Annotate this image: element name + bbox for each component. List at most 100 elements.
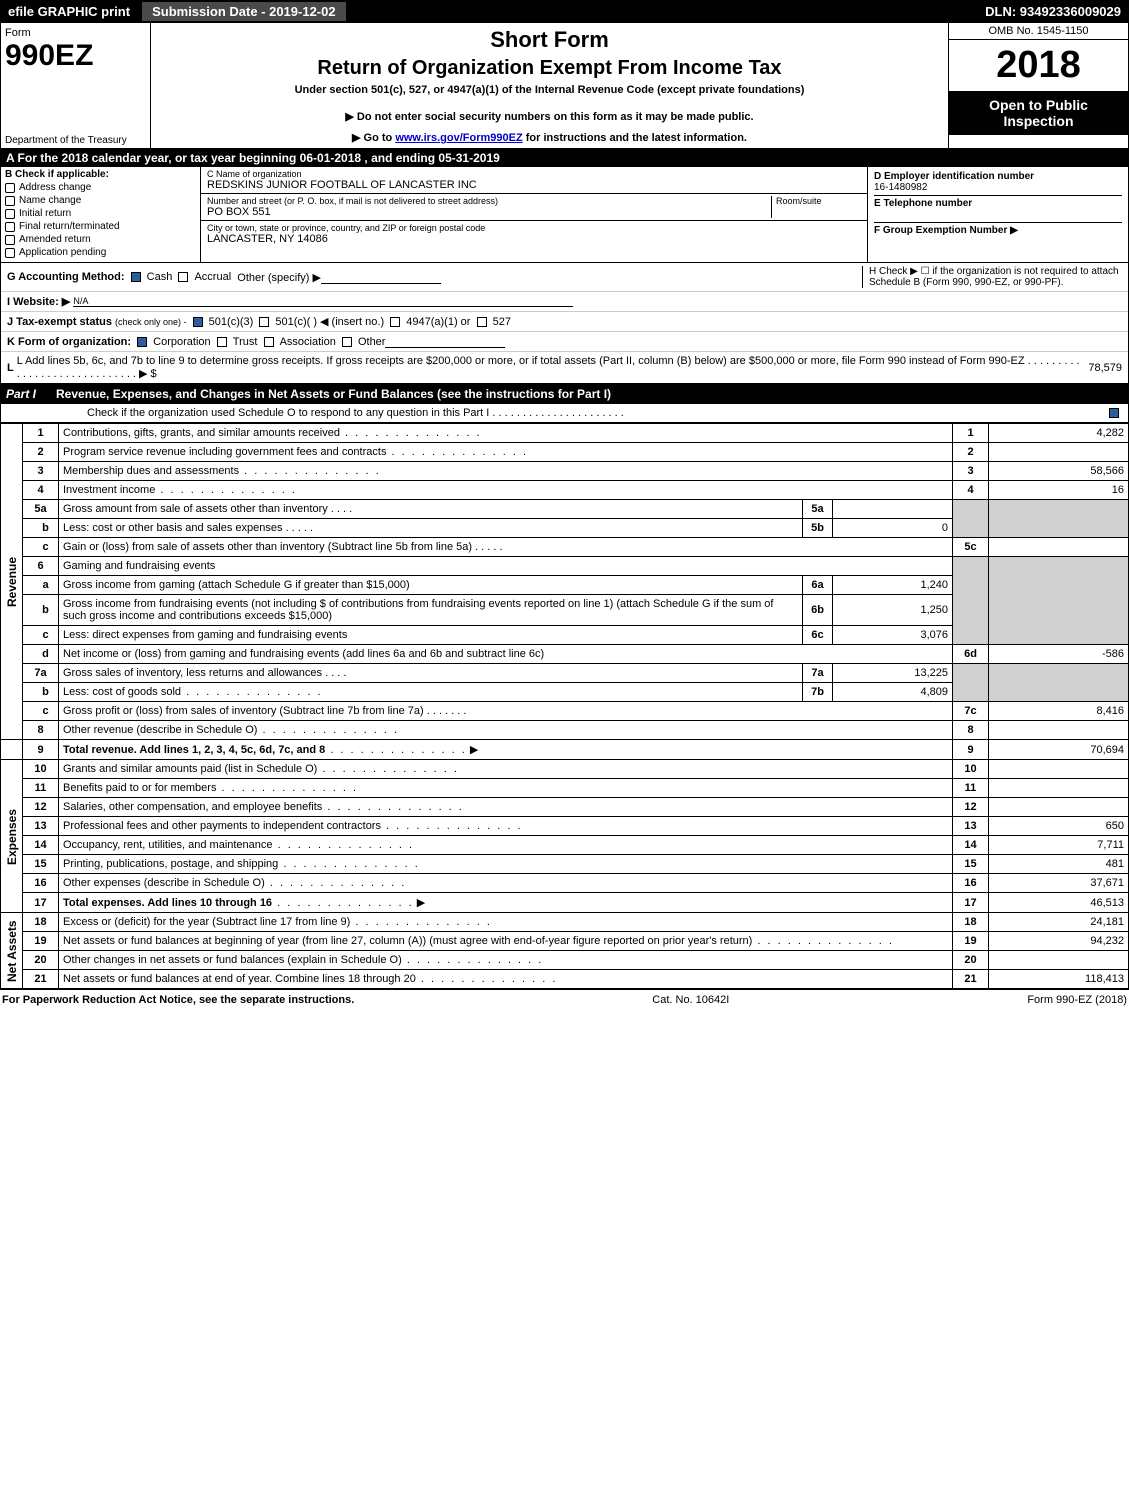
chk-accrual[interactable] [178,272,188,282]
line-6b-value: 1,250 [833,595,953,626]
chk-other-org[interactable] [342,337,352,347]
c-city-label: City or town, state or province, country… [207,223,861,233]
line-6d: d Net income or (loss) from gaming and f… [1,645,1129,664]
line-14-value: 7,711 [989,836,1129,855]
goto-note: ▶ Go to www.irs.gov/Form990EZ for instru… [159,131,940,144]
chk-association[interactable] [264,337,274,347]
line-7c-value: 8,416 [989,702,1129,721]
line-3-value: 58,566 [989,462,1129,481]
line-14: 14 Occupancy, rent, utilities, and maint… [1,836,1129,855]
checkbox-icon [5,235,15,245]
chk-initial-return[interactable]: Initial return [5,208,196,219]
chk-final-return[interactable]: Final return/terminated [5,221,196,232]
line-13: 13 Professional fees and other payments … [1,817,1129,836]
chk-schedule-o[interactable] [1109,408,1119,418]
chk-trust[interactable] [217,337,227,347]
line-11: 11 Benefits paid to or for members 11 [1,779,1129,798]
line-13-value: 650 [989,817,1129,836]
checkbox-icon [5,248,15,258]
chk-527[interactable] [477,317,487,327]
line-3: 3 Membership dues and assessments 3 58,5… [1,462,1129,481]
goto-prefix: ▶ Go to [352,132,395,144]
line-5b-value: 0 [833,519,953,538]
line-5c-value [989,538,1129,557]
i-label: I Website: ▶ [7,295,70,308]
line-17: 17 Total expenses. Add lines 10 through … [1,893,1129,913]
info-block: B Check if applicable: Address change Na… [0,167,1129,263]
line-9-value: 70,694 [989,740,1129,760]
chk-501c3[interactable] [193,317,203,327]
tel-value [874,209,1122,220]
line-18-value: 24,181 [989,913,1129,932]
line-5c: c Gain or (loss) from sale of assets oth… [1,538,1129,557]
netassets-side-label: Net Assets [1,913,23,989]
revenue-side-label: Revenue [1,424,23,740]
line-8: 8 Other revenue (describe in Schedule O)… [1,721,1129,740]
footer-right: Form 990-EZ (2018) [1027,994,1127,1006]
line-19-value: 94,232 [989,932,1129,951]
line-20-value [989,951,1129,970]
subtitle: Under section 501(c), 527, or 4947(a)(1)… [159,84,940,96]
line-15: 15 Printing, publications, postage, and … [1,855,1129,874]
line-11-value [989,779,1129,798]
checkbox-icon [5,222,15,232]
chk-name-change[interactable]: Name change [5,195,196,206]
line-20: 20 Other changes in net assets or fund b… [1,951,1129,970]
tax-year-row: A For the 2018 calendar year, or tax yea… [0,149,1129,167]
checkbox-icon [5,183,15,193]
l-text: L Add lines 5b, 6c, and 7b to line 9 to … [17,355,1085,380]
line-15-value: 481 [989,855,1129,874]
c-street-label: Number and street (or P. O. box, if mail… [207,196,771,206]
form-word: Form [5,27,146,39]
omb-number: OMB No. 1545-1150 [949,23,1128,40]
footer-left: For Paperwork Reduction Act Notice, see … [2,994,354,1006]
e-tel-label: E Telephone number [874,198,1122,209]
chk-amended-return[interactable]: Amended return [5,234,196,245]
org-name: REDSKINS JUNIOR FOOTBALL OF LANCASTER IN… [207,179,861,191]
line-12-value [989,798,1129,817]
chk-4947[interactable] [390,317,400,327]
chk-cash[interactable] [131,272,141,282]
line-7c: c Gross profit or (loss) from sales of i… [1,702,1129,721]
section-c: C Name of organization REDSKINS JUNIOR F… [201,167,868,262]
line-1: Revenue 1 Contributions, gifts, grants, … [1,424,1129,443]
checkbox-icon [5,196,15,206]
submission-date: Submission Date - 2019-12-02 [142,2,346,21]
g-label: G Accounting Method: [7,271,125,283]
room-label: Room/suite [776,196,861,206]
line-2: 2 Program service revenue including gove… [1,443,1129,462]
ty-prefix: A For the 2018 calendar year, or tax yea… [6,151,300,165]
chk-corporation[interactable] [137,337,147,347]
footer: For Paperwork Reduction Act Notice, see … [0,989,1129,1010]
part1-check-note: Check if the organization used Schedule … [7,407,1106,419]
ty-end: 05-31-2019 [438,151,499,165]
line-7b-value: 4,809 [833,683,953,702]
irs-link[interactable]: www.irs.gov/Form990EZ [395,132,522,144]
line-12: 12 Salaries, other compensation, and emp… [1,798,1129,817]
org-city: LANCASTER, NY 14086 [207,233,861,245]
checkbox-icon [5,209,15,219]
h-box: H Check ▶ ☐ if the organization is not r… [862,266,1122,288]
misc-rows: G Accounting Method: Cash Accrual Other … [0,263,1129,384]
chk-application-pending[interactable]: Application pending [5,247,196,258]
line-17-value: 46,513 [989,893,1129,913]
row-l: L L Add lines 5b, 6c, and 7b to line 9 t… [1,352,1128,383]
line-2-value [989,443,1129,462]
line-5a-value [833,500,953,519]
chk-501c[interactable] [259,317,269,327]
top-bar: efile GRAPHIC print Submission Date - 20… [0,0,1129,22]
line-21-value: 118,413 [989,970,1129,989]
part1-label: Part I [6,387,56,401]
line-1-value: 4,282 [989,424,1129,443]
j-label: J Tax-exempt status [7,316,112,328]
chk-address-change[interactable]: Address change [5,182,196,193]
line-19: 19 Net assets or fund balances at beginn… [1,932,1129,951]
ty-begin: 06-01-2018 [300,151,361,165]
ssn-warning: ▶ Do not enter social security numbers o… [159,110,940,123]
line-18: Net Assets 18 Excess or (deficit) for th… [1,913,1129,932]
d-ein-label: D Employer identification number [874,171,1122,182]
section-d-e-f: D Employer identification number 16-1480… [868,167,1128,262]
ty-mid: , and ending [364,151,438,165]
row-i: I Website: ▶ N/A [1,292,1128,312]
line-6c-value: 3,076 [833,626,953,645]
